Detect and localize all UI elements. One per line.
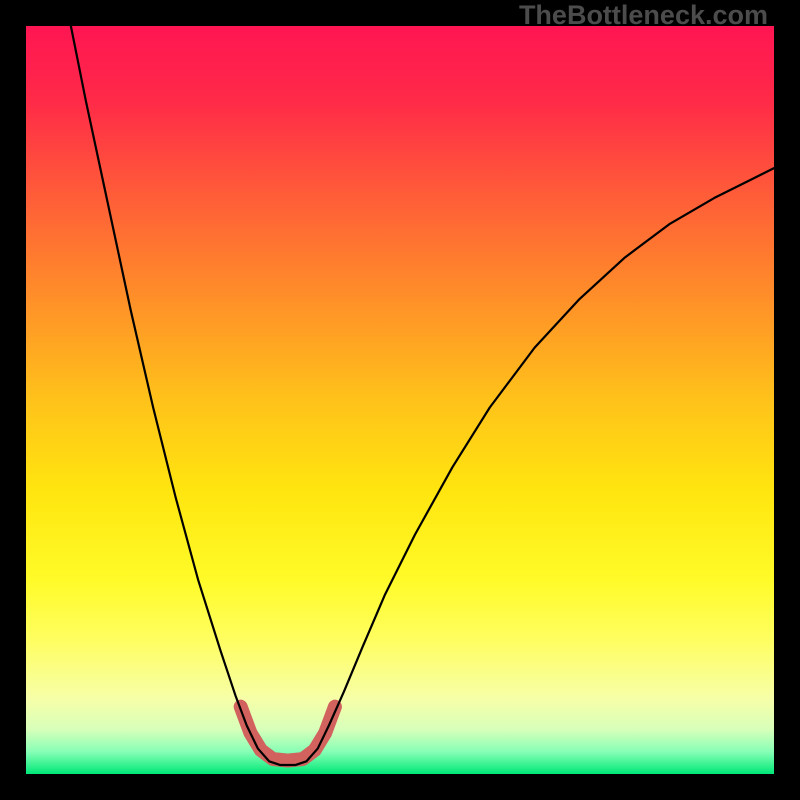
curve-layer (26, 26, 774, 774)
optimal-zone-highlight (241, 707, 335, 761)
plot-area (26, 26, 774, 774)
chart-frame (0, 0, 800, 800)
watermark-text: TheBottleneck.com (519, 0, 768, 31)
bottleneck-curve (71, 26, 774, 765)
